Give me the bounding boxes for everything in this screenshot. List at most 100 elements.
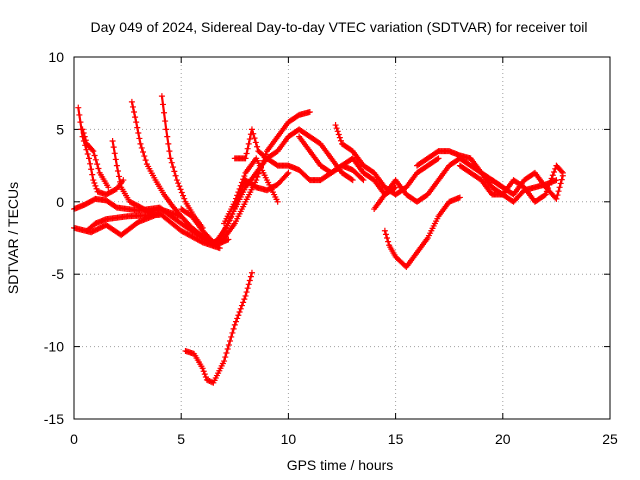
data-point-marker <box>113 162 120 169</box>
y-tick-label: 5 <box>56 121 64 137</box>
series-pass-06 <box>109 137 217 246</box>
series-pass-21 <box>489 169 566 202</box>
data-point-marker <box>172 172 179 179</box>
data-point-marker <box>162 118 169 125</box>
data-point-marker <box>243 289 250 296</box>
y-axis-label: SDTVAR / TECUs <box>5 182 21 294</box>
data-point-marker <box>88 166 95 173</box>
data-point-marker <box>159 101 166 108</box>
data-point-marker <box>246 136 253 143</box>
data-point-marker <box>558 168 565 175</box>
data-point-marker <box>142 157 149 164</box>
data-point-marker <box>384 235 391 241</box>
series-pass-10 <box>182 269 255 386</box>
data-point-marker <box>238 302 245 309</box>
data-point-marker <box>83 146 90 153</box>
data-point-marker <box>120 177 127 184</box>
data-point-marker <box>242 292 249 299</box>
data-point-marker <box>235 312 242 319</box>
data-point-marker <box>116 173 123 180</box>
data-point-marker <box>93 185 100 192</box>
data-point-marker <box>161 109 168 116</box>
data-point-marker <box>140 148 147 155</box>
data-point-marker <box>246 277 253 284</box>
data-point-marker <box>227 337 234 344</box>
data-point-marker <box>135 130 142 137</box>
data-point-marker <box>129 103 136 110</box>
data-point-marker <box>250 130 257 137</box>
data-point-marker <box>382 231 389 238</box>
data-point-marker <box>221 358 228 365</box>
data-point-marker <box>82 137 89 144</box>
data-point-marker <box>133 119 140 126</box>
data-point-marker <box>84 151 91 158</box>
data-point-marker <box>284 171 291 178</box>
data-point-marker <box>334 128 341 135</box>
series-pass-13 <box>221 155 281 227</box>
data-point-marker <box>224 346 231 353</box>
data-point-marker <box>234 192 241 199</box>
data-point-marker <box>178 213 185 220</box>
data-point-marker <box>549 172 556 179</box>
data-point-marker <box>86 155 93 162</box>
data-point-marker <box>244 145 251 152</box>
data-point-marker <box>251 135 258 142</box>
x-tick-label: 5 <box>177 431 185 447</box>
data-point-marker <box>110 144 117 151</box>
data-point-marker <box>222 354 229 361</box>
data-point-marker <box>381 227 388 234</box>
data-point-marker <box>181 195 188 202</box>
series-pass-09 <box>178 109 313 246</box>
data-point-marker <box>230 325 237 332</box>
axis-ticks: 0 5 10 15 20 25 -15 -10 -5 0 5 10 <box>44 49 618 447</box>
data-point-marker <box>456 194 463 201</box>
data-point-marker <box>81 133 88 140</box>
data-point-marker <box>163 126 170 133</box>
data-point-marker <box>274 198 281 205</box>
data-point-marker <box>90 148 97 155</box>
data-point-marker <box>234 315 241 322</box>
data-point-marker <box>223 350 230 357</box>
data-point-marker <box>92 182 99 189</box>
data-point-marker <box>359 175 366 182</box>
data-point-marker <box>132 114 139 121</box>
data-point-marker <box>236 309 243 316</box>
data-point-marker <box>156 211 163 218</box>
x-tick-label: 25 <box>602 431 618 447</box>
data-point-marker <box>138 144 145 151</box>
data-point-marker <box>178 189 185 196</box>
data-point-marker <box>111 150 118 157</box>
data-point-marker <box>335 131 342 138</box>
data-point-marker <box>236 185 243 192</box>
data-point-marker <box>79 126 86 133</box>
y-tick-label: -10 <box>44 339 64 355</box>
data-point-marker <box>241 173 248 180</box>
data-point-marker <box>242 155 249 162</box>
data-point-marker <box>167 155 174 162</box>
data-point-marker <box>180 192 187 199</box>
data-point-marker <box>134 124 141 131</box>
data-point-marker <box>556 184 563 191</box>
data-point-marker <box>546 181 553 188</box>
data-point-marker <box>558 176 565 183</box>
data-point-marker <box>332 122 339 129</box>
data-point-marker <box>90 177 97 184</box>
data-point-marker <box>128 98 135 105</box>
data-point-marker <box>337 137 344 144</box>
data-point-marker <box>548 175 555 182</box>
data-point-marker <box>76 111 83 118</box>
data-point-marker <box>306 109 313 116</box>
data-point-marker <box>553 177 560 184</box>
data-point-marker <box>77 119 84 126</box>
data-point-marker <box>176 183 183 190</box>
data-point-marker <box>434 156 441 163</box>
data-point-marker <box>75 104 82 111</box>
data-point-marker <box>175 180 182 187</box>
data-point-marker <box>253 177 260 184</box>
y-tick-label: -15 <box>44 411 64 427</box>
data-point-marker <box>232 318 239 325</box>
data-point-marker <box>231 198 238 205</box>
grid <box>74 57 610 419</box>
data-point-marker <box>168 159 175 166</box>
